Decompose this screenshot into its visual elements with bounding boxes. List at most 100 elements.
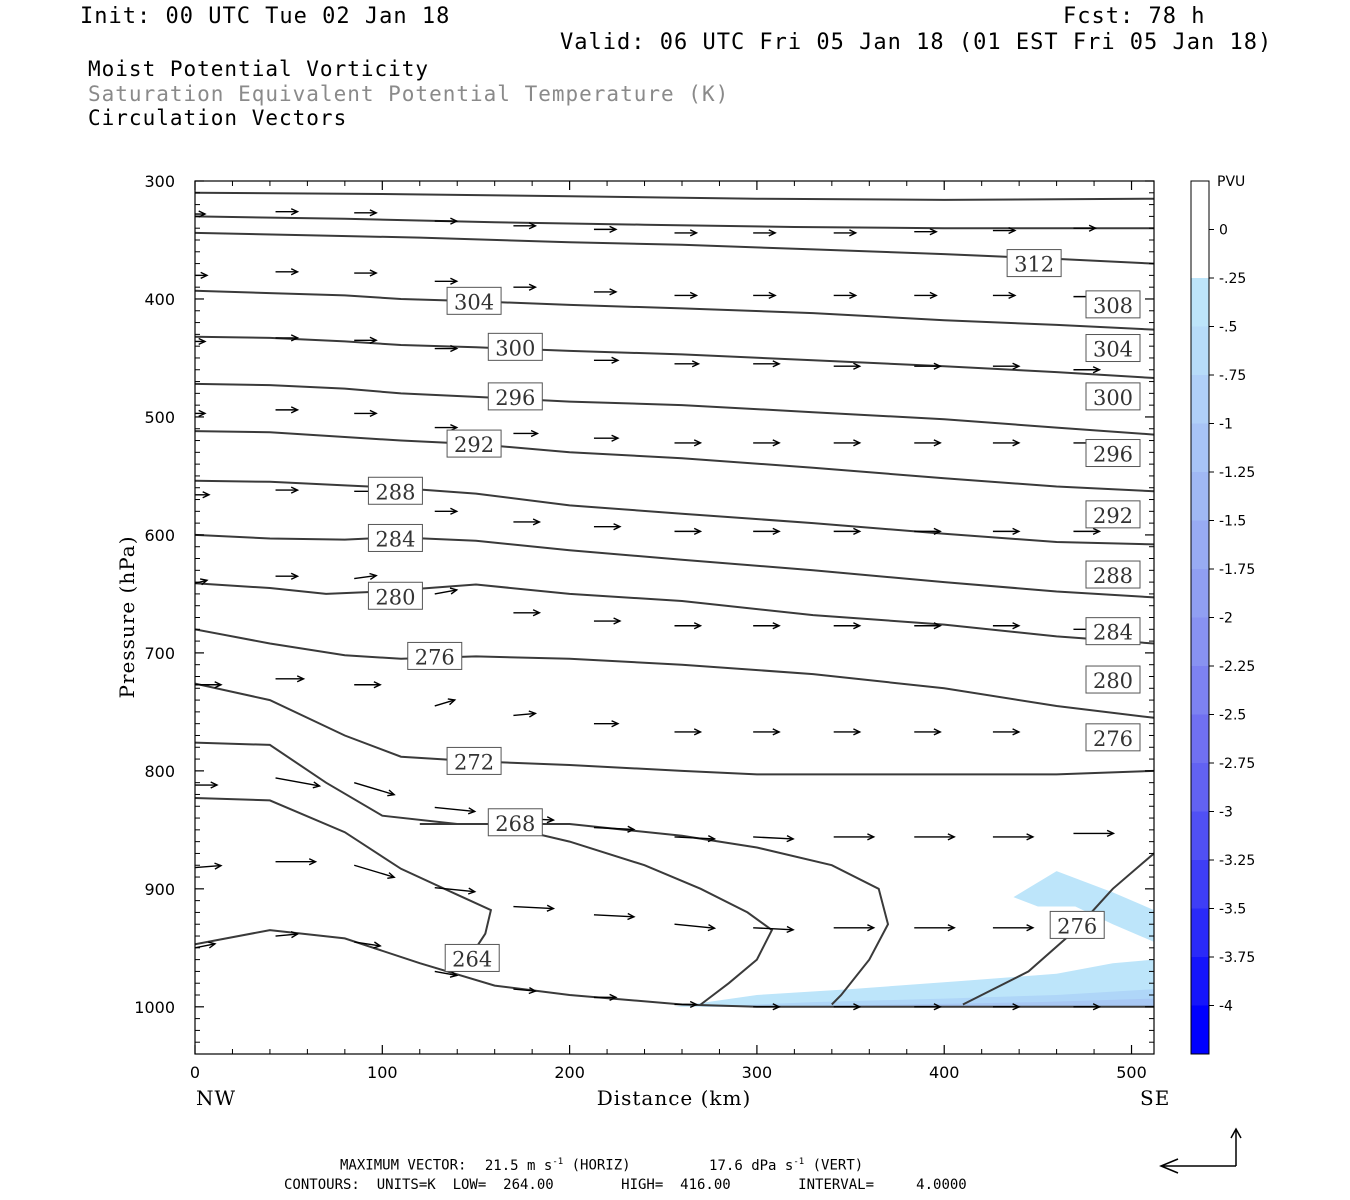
circulation-vector xyxy=(674,923,717,932)
colorbar-swatch xyxy=(1191,714,1209,764)
circulation-vector xyxy=(593,617,622,625)
colorbar-swatch xyxy=(1191,229,1209,279)
x-end-label-left: NW xyxy=(196,1086,236,1110)
circulation-vector xyxy=(914,1003,942,1011)
svg-text:312: 312 xyxy=(1014,253,1054,277)
circulation-vector xyxy=(354,572,378,580)
svg-text:284: 284 xyxy=(1093,621,1133,645)
colorbar-swatch xyxy=(1191,520,1209,570)
contour-label-276: 276 xyxy=(407,641,463,670)
x-end-label-right: SE xyxy=(1140,1086,1170,1110)
max-vert-exponent: -1 xyxy=(793,1157,805,1167)
circulation-vector xyxy=(674,291,699,300)
y-tick-label: 1000 xyxy=(134,998,175,1017)
circulation-vector xyxy=(593,356,620,364)
circulation-vector xyxy=(833,439,862,447)
circulation-vector xyxy=(195,337,207,346)
circulation-vector xyxy=(914,439,942,447)
circulation-vector xyxy=(275,486,300,494)
plot-frame xyxy=(194,180,1155,1055)
circulation-vector xyxy=(992,439,1021,447)
circulation-vector xyxy=(513,518,542,526)
colorbar-level-label: -2.5 xyxy=(1219,708,1246,724)
svg-text:304: 304 xyxy=(1093,338,1133,362)
circulation-vectors xyxy=(195,208,1116,1011)
contour-label-292: 292 xyxy=(446,429,502,458)
edge-label-288: 288 xyxy=(1085,560,1141,589)
svg-text:296: 296 xyxy=(495,386,535,410)
colorbar-unit: PVU xyxy=(1217,174,1245,190)
contour-316 xyxy=(195,191,1154,201)
max-vector-label: MAXIMUM VECTOR: xyxy=(340,1157,467,1174)
colorbar-swatch xyxy=(1191,326,1209,376)
circulation-vector xyxy=(275,777,322,789)
circulation-vector xyxy=(434,587,459,595)
svg-text:288: 288 xyxy=(375,480,415,504)
reference-vector-icon xyxy=(1159,1127,1242,1174)
colorbar-swatch xyxy=(1191,617,1209,667)
svg-text:276: 276 xyxy=(1093,727,1133,751)
circulation-vector xyxy=(513,609,542,617)
max-horiz-unit: (HORIZ) xyxy=(571,1157,631,1174)
svg-text:300: 300 xyxy=(1093,386,1133,410)
colorbar-swatch xyxy=(1191,181,1209,230)
max-vert-value: 17.6 dPa s xyxy=(709,1157,794,1174)
pv-region-0 xyxy=(1013,871,1154,942)
circulation-vector xyxy=(275,334,300,342)
contour-labels: 2642682722762762802842882922963003043123… xyxy=(367,249,1141,972)
x-axis-label: Distance (km) xyxy=(597,1086,752,1110)
circulation-vector xyxy=(833,362,862,370)
edge-label-308: 308 xyxy=(1085,290,1141,319)
colorbar-level-label: -3.5 xyxy=(1219,902,1246,918)
circulation-vector xyxy=(833,833,876,841)
circulation-vector xyxy=(1073,1003,1102,1011)
axes: 0 100 200 300 400 500 300 400 500 600 700 800 900 100… xyxy=(134,172,1154,1082)
contour-272 xyxy=(195,682,1154,776)
contour-264 xyxy=(195,929,1154,1008)
circulation-vector xyxy=(434,277,459,285)
colorbar-swatch xyxy=(1191,811,1209,861)
y-tick-label: 800 xyxy=(144,762,175,781)
pv-region-3 xyxy=(756,998,1154,1007)
circulation-vector xyxy=(674,439,703,447)
circulation-vector xyxy=(195,491,211,499)
contour-label-268: 268 xyxy=(487,808,543,837)
svg-text:292: 292 xyxy=(454,433,494,457)
contour-label-284: 284 xyxy=(367,523,423,552)
colorbar-swatch xyxy=(1191,1005,1209,1055)
circulation-vector xyxy=(593,434,620,442)
contour-268 xyxy=(195,797,493,949)
contour-280 xyxy=(195,582,1154,645)
contour-label-280: 280 xyxy=(367,581,423,610)
contour-label-288: 288 xyxy=(367,476,423,505)
circulation-vector xyxy=(914,527,942,536)
x-tick-label: 400 xyxy=(929,1063,960,1082)
colorbar-swatch xyxy=(1191,763,1209,812)
circulation-vector xyxy=(195,862,223,870)
circulation-vector xyxy=(674,622,703,630)
contour-label-304: 304 xyxy=(446,286,502,315)
circulation-vector xyxy=(992,362,1021,370)
circulation-vector xyxy=(354,681,382,689)
circulation-vector xyxy=(354,781,396,797)
circulation-vector xyxy=(513,283,538,291)
circulation-vector xyxy=(992,291,1017,300)
field-title-vectors: Circulation Vectors xyxy=(88,106,348,130)
contour-label-272: 272 xyxy=(446,746,502,775)
circulation-vector xyxy=(992,226,1017,235)
circulation-vector xyxy=(593,825,636,833)
colorbar-level-label: -1.5 xyxy=(1219,514,1246,530)
contour-296 xyxy=(195,382,1154,436)
max-horiz-value: 21.5 m s xyxy=(484,1157,553,1174)
circulation-vector xyxy=(1073,224,1098,232)
circulation-vector xyxy=(992,622,1021,630)
circulation-vector xyxy=(992,1003,1021,1011)
colorbar-level-label: -3 xyxy=(1219,805,1233,821)
circulation-vector xyxy=(275,208,300,216)
circulation-vector xyxy=(1073,829,1116,838)
circulation-vector xyxy=(753,527,781,536)
contour-304 xyxy=(195,289,1154,331)
circulation-vector xyxy=(914,728,942,736)
svg-text:300: 300 xyxy=(495,336,535,360)
contour-300 xyxy=(195,335,1154,379)
